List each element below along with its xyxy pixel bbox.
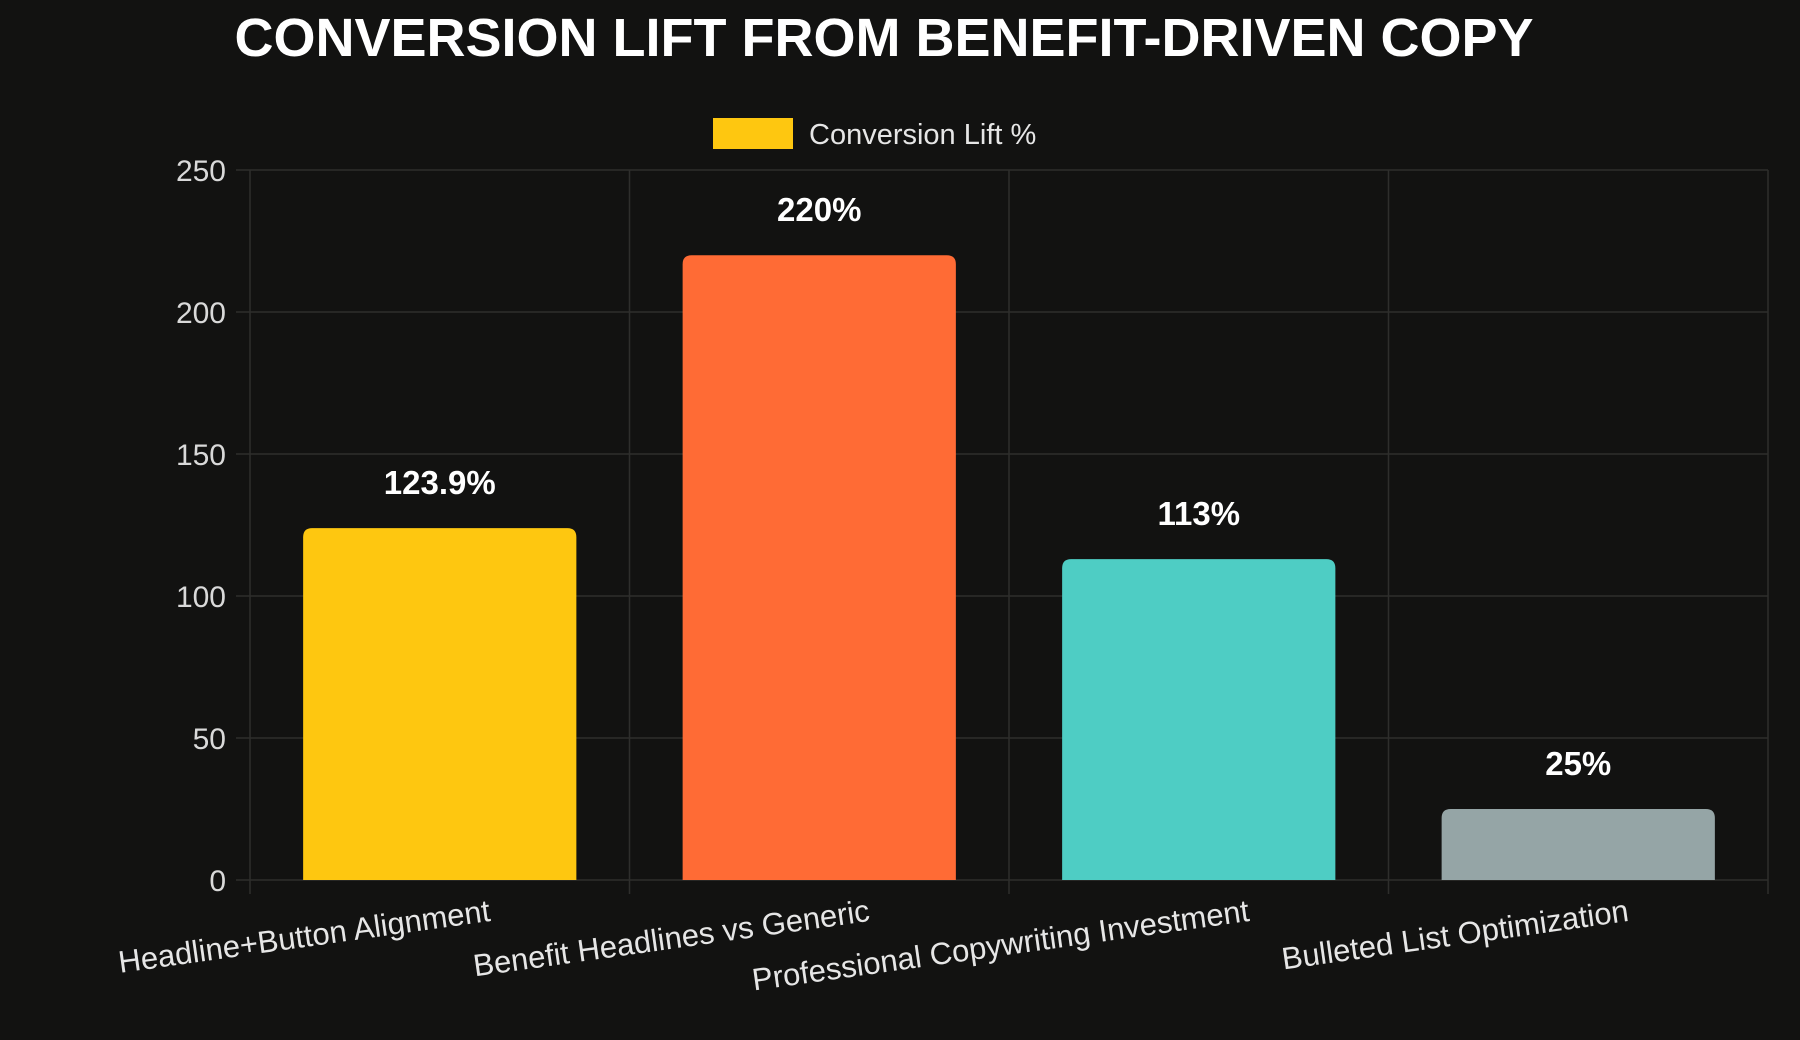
bar xyxy=(682,255,956,880)
y-tick-label: 250 xyxy=(176,155,226,188)
x-tick-label: Headline+Button Alignment xyxy=(116,893,492,980)
bar-value-label: 113% xyxy=(1157,495,1240,532)
y-tick-label: 50 xyxy=(193,723,226,756)
y-tick-label: 200 xyxy=(176,297,226,330)
y-tick-label: 0 xyxy=(209,865,226,898)
bar-value-label: 25% xyxy=(1545,745,1611,782)
legend-swatch xyxy=(713,118,793,149)
bar xyxy=(303,528,577,880)
legend-label: Conversion Lift % xyxy=(809,119,1036,151)
bars xyxy=(303,255,1715,880)
y-tick-label: 100 xyxy=(176,581,226,614)
y-tick-label: 150 xyxy=(176,439,226,472)
bar xyxy=(1441,809,1715,880)
y-axis: 0 50 100 150 200 250 xyxy=(176,155,226,898)
bar xyxy=(1062,559,1336,880)
chart-title: CONVERSION LIFT FROM BENEFIT-DRIVEN COPY xyxy=(234,8,1533,68)
data-labels: 123.9% 220% 113% 25% xyxy=(384,191,1612,782)
bar-value-label: 220% xyxy=(777,191,861,228)
bar-value-label: 123.9% xyxy=(384,464,496,501)
legend: Conversion Lift % xyxy=(713,118,1036,151)
x-tick-label: Bulleted List Optimization xyxy=(1279,893,1630,976)
